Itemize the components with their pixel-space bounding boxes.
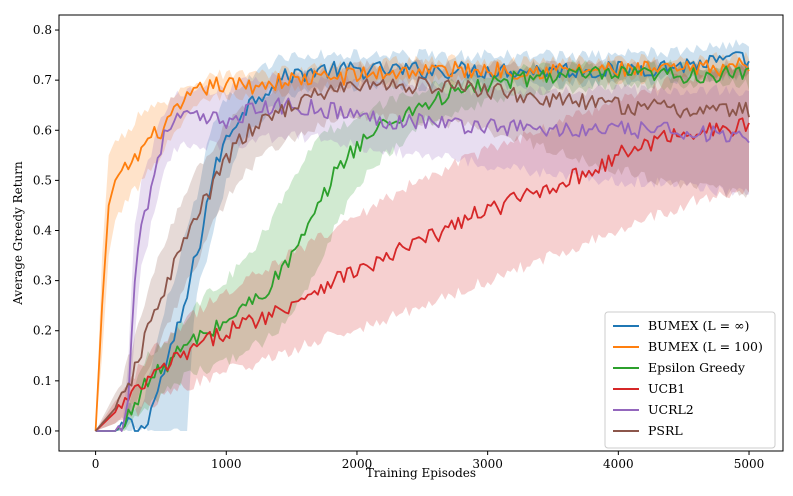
legend-label: BUMEX (L = ∞) [648,318,749,333]
series-5-band [95,58,750,432]
y-tick-label: 0.6 [33,123,52,137]
series-3-band [95,63,750,431]
plot-frame [58,14,784,452]
y-tick-label: 0.2 [33,324,52,338]
series-2-band [95,59,750,432]
series-4-band [95,70,750,432]
y-tick-label: 0.1 [33,374,52,388]
legend-label: BUMEX (L = 100) [648,339,763,354]
series-0-band [95,39,750,432]
x-tick-label: 5000 [734,457,765,471]
series-4-line [95,97,750,432]
legend-label: UCRL2 [648,402,694,417]
legend-box [604,311,776,449]
y-axis-label: Average Greedy Return [11,161,25,306]
series-5-line [94,76,750,432]
series-lines [94,51,750,432]
series-3-line [94,117,750,432]
legend-label: Epsilon Greedy [648,360,746,375]
y-tick-label: 0.7 [33,73,52,87]
legend-label: UCB1 [648,381,685,396]
x-axis-label: Training Episodes [366,466,476,480]
x-tick-label: 2000 [342,457,373,471]
y-tick-label: 0.4 [33,223,52,237]
x-tick-label: 1000 [211,457,242,471]
x-tick-label: 0 [92,457,100,471]
series-2-line [95,65,750,432]
legend-label: PSRL [648,423,683,438]
y-tick-label: 0.3 [33,274,52,288]
y-tick-label: 0.8 [33,23,52,37]
x-tick-label: 4000 [603,457,634,471]
axes: 0 1000 2000 3000 4000 5000 0.0 0.1 0.2 0.3 0.4 0.5 0… [33,14,784,471]
y-tick-label: 0.0 [33,424,52,438]
legend: BUMEX (L = ∞) BUMEX (L = 100) Epsilon Gree… [604,311,776,449]
y-tick-label: 0.5 [33,173,52,187]
x-tick-label: 3000 [472,457,503,471]
confidence-bands [95,39,750,432]
